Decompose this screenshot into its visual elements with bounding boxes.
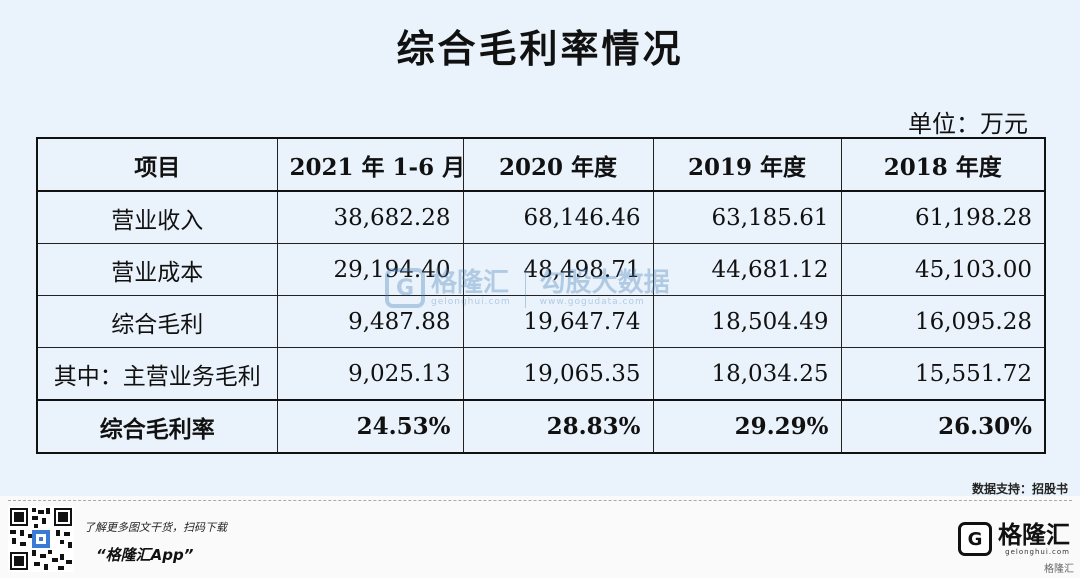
table-row: 综合毛利 9,487.88 19,647.74 18,504.49 16,095…: [36, 295, 1046, 348]
column-header: 2021 年 1-6 月: [276, 137, 465, 192]
promo-app-name: “格隆汇App”: [96, 546, 194, 564]
table-cell: 24.53%: [276, 399, 464, 454]
table-cell: 63,185.61: [652, 190, 842, 244]
table-row-total: 综合毛利率 24.53% 28.83% 29.29% 26.30%: [36, 399, 1046, 454]
table-row: 营业成本 29,194.40 48,498.71 44,681.12 45,10…: [36, 243, 1046, 296]
table-cell: 29.29%: [652, 399, 842, 454]
table-row: 其中：主营业务毛利 9,025.13 19,065.35 18,034.25 1…: [36, 347, 1046, 401]
brand-logo: G 格隆汇 gelonghui.com: [958, 522, 1070, 556]
table-cell: 68,146.46: [462, 190, 654, 244]
table-cell: 9,025.13: [276, 347, 464, 401]
footer-divider: [8, 500, 1072, 501]
table-cell: 44,681.12: [652, 243, 842, 296]
table-cell: 29,194.40: [276, 243, 464, 296]
table-cell: 16,095.28: [840, 295, 1046, 348]
table-cell: 15,551.72: [840, 347, 1046, 401]
gross-margin-table: 项目 2021 年 1-6 月 2020 年度 2019 年度 2018 年度 …: [36, 137, 1046, 454]
table-cell: 19,065.35: [462, 347, 654, 401]
table-cell: 18,034.25: [652, 347, 842, 401]
row-label: 营业成本: [36, 243, 278, 296]
brand-url: gelonghui.com: [1005, 548, 1070, 556]
qr-code-icon: [8, 506, 74, 572]
table-cell: 28.83%: [462, 399, 654, 454]
promo-text: 了解更多图文干货，扫码下载: [84, 521, 227, 534]
column-header: 2019 年度: [652, 137, 842, 192]
unit-label: 单位：万元: [908, 110, 1028, 138]
column-header: 2020 年度: [462, 137, 654, 192]
table-cell: 45,103.00: [840, 243, 1046, 296]
brand-name: 格隆汇: [998, 521, 1070, 549]
table-cell: 38,682.28: [276, 190, 464, 244]
table-cell: 9,487.88: [276, 295, 464, 348]
page-title: 综合毛利率情况: [396, 27, 684, 71]
table-cell: 26.30%: [840, 399, 1046, 454]
column-header: 2018 年度: [840, 137, 1046, 192]
column-header: 项目: [36, 137, 278, 192]
table-cell: 48,498.71: [462, 243, 654, 296]
table-cell: 61,198.28: [840, 190, 1046, 244]
row-label: 综合毛利: [36, 295, 278, 348]
table-header-row: 项目 2021 年 1-6 月 2020 年度 2019 年度 2018 年度: [36, 137, 1046, 192]
row-label: 其中：主营业务毛利: [36, 347, 278, 401]
table-cell: 18,504.49: [652, 295, 842, 348]
row-label: 综合毛利率: [36, 399, 278, 454]
data-source: 数据支持：招股书: [971, 482, 1068, 496]
row-label: 营业收入: [36, 190, 278, 244]
gelonghui-brand-icon: G: [958, 522, 992, 556]
table-cell: 19,647.74: [462, 295, 654, 348]
brand-small-label: 格隆汇: [1044, 564, 1074, 575]
table-row: 营业收入 38,682.28 68,146.46 63,185.61 61,19…: [36, 190, 1046, 244]
